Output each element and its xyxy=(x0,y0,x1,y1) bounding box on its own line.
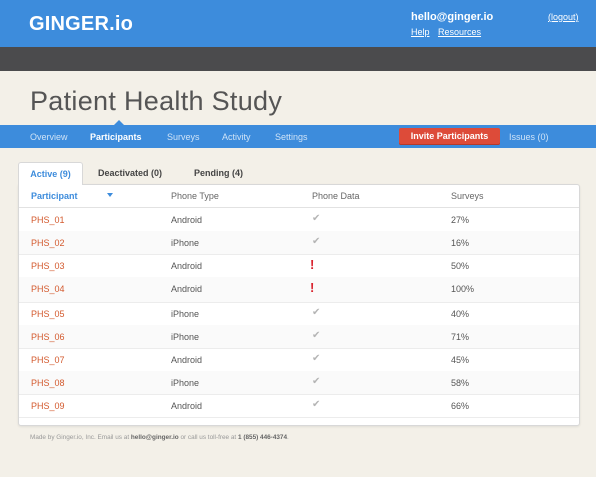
user-email: hello@ginger.io xyxy=(411,11,494,23)
caret-down-icon[interactable] xyxy=(107,193,113,197)
check-icon: ✔ xyxy=(312,307,321,318)
column-header-participant[interactable]: Participant xyxy=(31,191,78,201)
footer: Made by Ginger.io, Inc. Email us at hell… xyxy=(30,434,289,441)
column-header-phone-type: Phone Type xyxy=(171,191,219,201)
footer-text: . xyxy=(287,434,289,441)
page-title: Patient Health Study xyxy=(30,86,283,116)
secondary-bar xyxy=(0,47,596,71)
footer-email[interactable]: hello@ginger.io xyxy=(130,434,179,441)
survey-percent: 45% xyxy=(451,355,470,365)
phone-type: iPhone xyxy=(171,309,200,319)
participant-link[interactable]: PHS_05 xyxy=(31,309,65,319)
column-header-phone-data: Phone Data xyxy=(312,191,360,201)
table-row[interactable]: PHS_08 iPhone ✔ 58% xyxy=(19,371,579,395)
survey-percent: 40% xyxy=(451,309,470,319)
survey-percent: 50% xyxy=(451,261,470,271)
check-icon: ✔ xyxy=(312,376,321,387)
exclamation-icon: ! xyxy=(310,280,315,295)
table-row[interactable]: PHS_01 Android ✔ 27% xyxy=(19,208,579,232)
check-icon: ✔ xyxy=(312,213,321,224)
tab-active[interactable]: Active (9) xyxy=(18,162,83,185)
nav-item-participants[interactable]: Participants xyxy=(90,132,142,142)
phone-type: iPhone xyxy=(171,238,200,248)
participant-link[interactable]: PHS_09 xyxy=(31,401,65,411)
nav-item-overview[interactable]: Overview xyxy=(30,132,68,142)
phone-type: iPhone xyxy=(171,378,200,388)
survey-percent: 100% xyxy=(451,284,475,294)
resources-link[interactable]: Resources xyxy=(438,27,482,37)
footer-text: Made by Ginger.io, Inc. Email us at xyxy=(30,434,131,441)
survey-percent: 66% xyxy=(451,401,470,411)
table-row[interactable]: PHS_02 iPhone ✔ 16% xyxy=(19,231,579,255)
exclamation-icon: ! xyxy=(310,257,315,272)
phone-type: Android xyxy=(171,401,203,411)
footer-text: or call us toll-free at xyxy=(178,434,238,441)
table-row[interactable]: PHS_07 Android ✔ 45% xyxy=(19,348,579,372)
phone-type: Android xyxy=(171,355,203,365)
participant-link[interactable]: PHS_06 xyxy=(31,332,65,342)
table-row[interactable]: PHS_05 iPhone ✔ 40% xyxy=(19,302,579,326)
logo[interactable]: GINGER.io xyxy=(29,13,134,35)
participants-table: Participant Phone Type Phone Data Survey… xyxy=(18,184,580,426)
column-header-surveys: Surveys xyxy=(451,191,484,201)
tab-deactivated[interactable]: Deactivated (0) xyxy=(98,168,163,178)
participant-link[interactable]: PHS_02 xyxy=(31,238,65,248)
logout-link[interactable]: (logout) xyxy=(548,12,579,22)
participant-link[interactable]: PHS_03 xyxy=(31,261,65,271)
phone-type: iPhone xyxy=(171,332,200,342)
table-row[interactable]: PHS_04 Android! 100% xyxy=(19,277,579,303)
tab-pending[interactable]: Pending (4) xyxy=(194,168,243,178)
issues-link[interactable]: Issues (0) xyxy=(509,132,549,142)
help-link[interactable]: Help xyxy=(411,27,430,37)
phone-type: Android xyxy=(171,215,203,225)
table-row[interactable]: PHS_06 iPhone ✔ 71% xyxy=(19,325,579,349)
nav-item-settings[interactable]: Settings xyxy=(275,132,308,142)
table-header: Participant Phone Type Phone Data Survey… xyxy=(19,185,579,208)
check-icon: ✔ xyxy=(312,330,321,341)
survey-percent: 58% xyxy=(451,378,470,388)
top-header: GINGER.io hello@ginger.io (logout) Help … xyxy=(0,0,596,47)
check-icon: ✔ xyxy=(312,353,321,364)
nav-active-indicator xyxy=(114,120,124,125)
phone-type: Android xyxy=(171,261,203,271)
table-row[interactable]: PHS_03 Android! 50% xyxy=(19,254,579,278)
table-row[interactable]: PHS_09 Android ✔ 66% xyxy=(19,394,579,418)
participant-link[interactable]: PHS_08 xyxy=(31,378,65,388)
invite-participants-button[interactable]: Invite Participants xyxy=(399,128,500,145)
nav-item-surveys[interactable]: Surveys xyxy=(167,132,200,142)
phone-type: Android xyxy=(171,284,203,294)
participant-link[interactable]: PHS_04 xyxy=(31,284,65,294)
participant-link[interactable]: PHS_07 xyxy=(31,355,65,365)
survey-percent: 27% xyxy=(451,215,470,225)
nav-item-activity[interactable]: Activity xyxy=(222,132,251,142)
survey-percent: 71% xyxy=(451,332,470,342)
check-icon: ✔ xyxy=(312,236,321,247)
check-icon: ✔ xyxy=(312,399,321,410)
participant-link[interactable]: PHS_01 xyxy=(31,215,65,225)
footer-phone: 1 (855) 446-4374 xyxy=(238,434,288,441)
main-nav: Overview Participants Surveys Activity S… xyxy=(0,125,596,148)
survey-percent: 16% xyxy=(451,238,470,248)
